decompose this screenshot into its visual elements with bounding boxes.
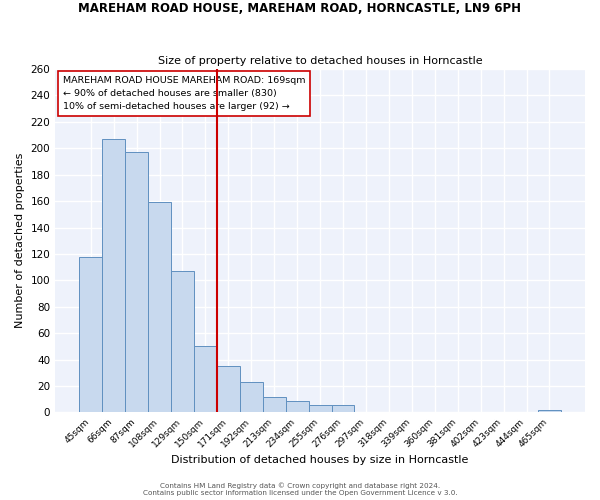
Y-axis label: Number of detached properties: Number of detached properties (15, 153, 25, 328)
Text: MAREHAM ROAD HOUSE, MAREHAM ROAD, HORNCASTLE, LN9 6PH: MAREHAM ROAD HOUSE, MAREHAM ROAD, HORNCA… (79, 2, 521, 16)
X-axis label: Distribution of detached houses by size in Horncastle: Distribution of detached houses by size … (172, 455, 469, 465)
Bar (194, 346, 217, 412)
Bar (217, 366, 240, 412)
Bar (240, 382, 263, 412)
Bar (538, 410, 561, 412)
Title: Size of property relative to detached houses in Horncastle: Size of property relative to detached ho… (158, 56, 482, 66)
Bar (308, 404, 332, 412)
Text: Contains HM Land Registry data © Crown copyright and database right 2024.: Contains HM Land Registry data © Crown c… (160, 482, 440, 489)
Bar (148, 202, 171, 412)
Bar (171, 271, 194, 412)
Bar (263, 396, 286, 412)
Bar (102, 139, 125, 412)
Bar (125, 152, 148, 412)
Bar (79, 256, 102, 412)
Text: MAREHAM ROAD HOUSE MAREHAM ROAD: 169sqm
← 90% of detached houses are smaller (83: MAREHAM ROAD HOUSE MAREHAM ROAD: 169sqm … (63, 76, 305, 112)
Bar (332, 404, 355, 412)
Text: Contains public sector information licensed under the Open Government Licence v : Contains public sector information licen… (143, 490, 457, 496)
Bar (286, 400, 308, 412)
